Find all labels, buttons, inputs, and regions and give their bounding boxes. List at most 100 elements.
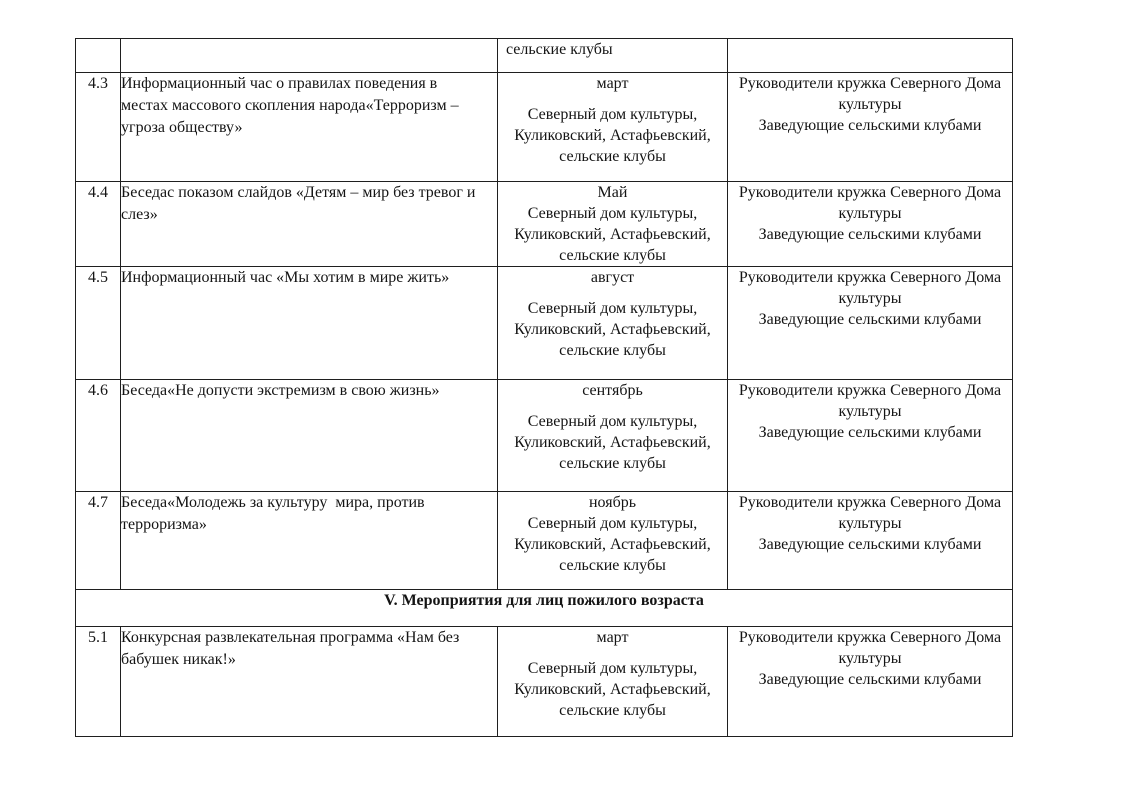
schedule-line: сельские клубы (559, 148, 666, 165)
activity-cell: Беседа«Не допусти экстремизм в свою жизн… (120, 379, 498, 492)
schedule-line: Май (597, 184, 628, 201)
schedule-line: сельские клубы (559, 702, 666, 719)
schedule-cell: март Северный дом культуры, Куликовский, А… (497, 626, 728, 737)
row-number: 5.1 (88, 629, 108, 646)
responsible-cell: Руководители кружка Северного Дома культу… (727, 491, 1013, 590)
responsible-line: Заведующие сельскими клубами (758, 671, 982, 688)
schedule-line: сельские клубы (559, 342, 666, 359)
schedule-line: Куликовский, Астафьевский, (514, 321, 711, 338)
row-number-cell: 4.5 (75, 266, 121, 380)
schedule-line: Куликовский, Астафьевский, (514, 226, 711, 243)
responsible-line: Заведующие сельскими клубами (758, 117, 982, 134)
schedule-line: Северный дом культуры, (527, 300, 698, 317)
responsible-line: Руководители кружка Северного Дома (738, 494, 1002, 511)
row-number: 4.7 (88, 494, 108, 511)
schedule-line (498, 401, 727, 411)
responsible-cell: Руководители кружка Северного Дома культу… (727, 72, 1013, 182)
section-header-row: V. Мероприятия для лиц пожилого возраста (75, 589, 1013, 627)
responsible-line: культуры (838, 205, 902, 222)
table-row: 4.7 Беседа«Молодежь за культуру мира, про… (75, 491, 1013, 590)
activity-line: угроза обществу» (121, 119, 243, 136)
row-number-cell: 5.1 (75, 626, 121, 737)
responsible-cell: Руководители кружка Северного Дома культу… (727, 626, 1013, 737)
row-number: 4.6 (88, 382, 108, 399)
responsible-line: Заведующие сельскими клубами (758, 311, 982, 328)
row-number-cell: 4.4 (75, 181, 121, 267)
schedule-line (498, 94, 727, 104)
responsible-line: Заведующие сельскими клубами (758, 226, 982, 243)
responsible-line: культуры (838, 403, 902, 420)
activity-line: Беседас показом слайдов «Детям – мир без… (121, 184, 476, 201)
activity-cell: Беседа«Молодежь за культуру мира, против… (120, 491, 498, 590)
activity-line: Беседа«Не допусти экстремизм в свою жизн… (121, 382, 440, 399)
activity-cell: Информационный час о правилах поведения … (120, 72, 498, 182)
schedule-line: сентябрь (582, 382, 643, 399)
schedule-line: сельские клубы (559, 247, 666, 264)
responsible-line: Руководители кружка Северного Дома (738, 75, 1002, 92)
schedule-line: ноябрь (588, 494, 637, 511)
responsible-line: Руководители кружка Северного Дома (738, 184, 1002, 201)
schedule-line: Северный дом культуры, (527, 660, 698, 677)
activity-cell: Конкурсная развлекательная программа «На… (120, 626, 498, 737)
responsible-cell: Руководители кружка Северного Дома культу… (727, 266, 1013, 380)
schedule-line: Куликовский, Астафьевский, (514, 681, 711, 698)
activity-line: бабушек никак!» (121, 651, 236, 668)
activity-line: местах массового скопления народа«Террор… (121, 97, 459, 114)
activity-line: Информационный час о правилах поведения … (121, 75, 438, 92)
schedule-cell: сельские клубы (497, 38, 728, 73)
schedule-cell: сентябрь Северный дом культуры, Куликовски… (497, 379, 728, 492)
row-number-cell: 4.7 (75, 491, 121, 590)
row-number: 4.4 (88, 184, 108, 201)
responsible-line: Заведующие сельскими клубами (758, 536, 982, 553)
responsible-line: культуры (838, 96, 902, 113)
section-header-cell: V. Мероприятия для лиц пожилого возраста (75, 589, 1013, 627)
table-row: 4.5 Информационный час «Мы хотим в мире ж… (75, 266, 1013, 380)
schedule-line: март (596, 629, 629, 646)
activity-line: Конкурсная развлекательная программа «На… (121, 629, 460, 646)
activity-line: Информационный час «Мы хотим в мире жить… (121, 269, 450, 286)
activity-line: слез» (121, 206, 158, 223)
table-row: 4.4 Беседас показом слайдов «Детям – мир … (75, 181, 1013, 267)
responsible-line: культуры (838, 515, 902, 532)
schedule-line: Северный дом культуры, (527, 515, 698, 532)
row-number: 4.5 (88, 269, 108, 286)
schedule-line: Северный дом культуры, (527, 106, 698, 123)
row-number-cell: 4.3 (75, 72, 121, 182)
events-plan-table: сельские клубы 4.3 Информационный час о пр… (75, 38, 1013, 737)
responsible-line: культуры (838, 650, 902, 667)
schedule-cell: март Северный дом культуры, Куликовский, А… (497, 72, 728, 182)
responsible-cell: Руководители кружка Северного Дома культу… (727, 181, 1013, 267)
schedule-cell: Май Северный дом культуры, Куликовский, Ас… (497, 181, 728, 267)
schedule-cell: август Северный дом культуры, Куликовский,… (497, 266, 728, 380)
row-number: 4.3 (88, 75, 108, 92)
schedule-line: март (596, 75, 629, 92)
schedule-cell: ноябрь Северный дом культуры, Куликовский,… (497, 491, 728, 590)
schedule-line: Куликовский, Астафьевский, (514, 434, 711, 451)
schedule-line: Северный дом культуры, (527, 413, 698, 430)
responsible-line: Руководители кружка Северного Дома (738, 629, 1002, 646)
schedule-line: сельские клубы (506, 41, 613, 58)
activity-cell: Беседас показом слайдов «Детям – мир без… (120, 181, 498, 267)
activity-cell (120, 38, 498, 73)
responsible-line: культуры (838, 290, 902, 307)
activity-cell: Информационный час «Мы хотим в мире жить… (120, 266, 498, 380)
carryover-row: сельские клубы (75, 38, 1013, 73)
activity-line: Беседа«Молодежь за культуру мира, против (121, 494, 425, 511)
schedule-line: Северный дом культуры, (527, 205, 698, 222)
row-number-cell: 4.6 (75, 379, 121, 492)
responsible-line: Руководители кружка Северного Дома (738, 269, 1002, 286)
schedule-line: Куликовский, Астафьевский, (514, 127, 711, 144)
schedule-line (498, 288, 727, 298)
responsible-line: Заведующие сельскими клубами (758, 424, 982, 441)
table-row: 4.6 Беседа«Не допусти экстремизм в свою ж… (75, 379, 1013, 492)
plan-table-body: сельские клубы 4.3 Информационный час о пр… (75, 38, 1013, 737)
table-row: 5.1 Конкурсная развлекательная программа … (75, 626, 1013, 737)
activity-line: терроризма» (121, 516, 207, 533)
schedule-line: сельские клубы (559, 455, 666, 472)
responsible-cell (727, 38, 1013, 73)
schedule-line: Куликовский, Астафьевский, (514, 536, 711, 553)
table-row: 4.3 Информационный час о правилах поведен… (75, 72, 1013, 182)
row-number-cell (75, 38, 121, 73)
responsible-line: Руководители кружка Северного Дома (738, 382, 1002, 399)
